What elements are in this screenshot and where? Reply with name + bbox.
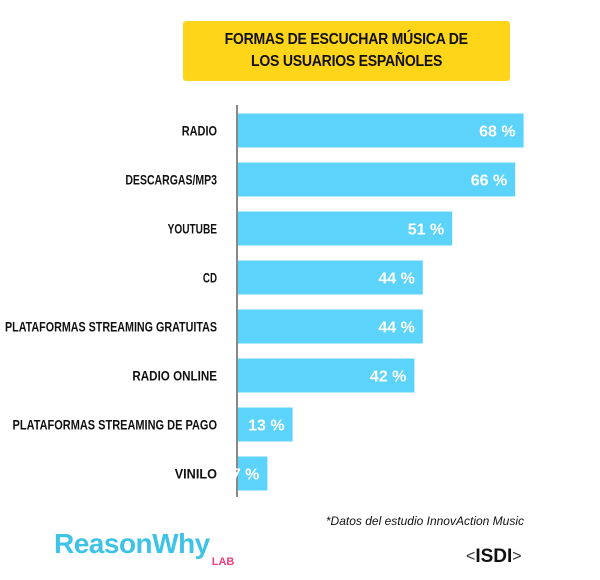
category-label-1: DESCARGAS/MP3 bbox=[125, 172, 217, 188]
isdi-right-bracket: > bbox=[512, 548, 522, 565]
value-label-6: 13 % bbox=[248, 418, 284, 435]
bar-3 bbox=[238, 260, 423, 295]
isdi-left-bracket: < bbox=[466, 548, 476, 565]
chart-title-line-2: LOS USUARIOS ESPAÑOLES bbox=[250, 53, 443, 70]
isdi-name: ISDI bbox=[475, 546, 513, 567]
category-label-4: PLATAFORMAS STREAMING GRATUITAS bbox=[5, 319, 217, 335]
bar-6 bbox=[238, 407, 293, 442]
reasonwhy-logo: ReasonWhy LAB bbox=[54, 528, 234, 568]
bar-5 bbox=[238, 358, 415, 393]
value-label-2: 51 % bbox=[408, 222, 444, 239]
value-label-0: 68 % bbox=[479, 124, 515, 141]
value-label-7: 7 % bbox=[232, 467, 260, 484]
chart-title-line-1: FORMAS DE ESCUCHAR MÚSICA DE bbox=[224, 31, 469, 48]
category-label-0: RADIO bbox=[182, 123, 217, 139]
bar-chart: RADIO 68 % DESCARGAS/MP3 66 % YOUTUBE 51 % CD 4… bbox=[5, 105, 524, 497]
bar-4 bbox=[238, 309, 423, 344]
bar-2 bbox=[238, 211, 453, 246]
category-label-5: RADIO ONLINE bbox=[132, 368, 217, 384]
category-label-2: YOUTUBE bbox=[168, 221, 217, 237]
bar-0 bbox=[238, 113, 524, 148]
isdi-logo: < ISDI > bbox=[466, 546, 522, 568]
bar-1 bbox=[238, 162, 516, 197]
bars-group: RADIO 68 % DESCARGAS/MP3 66 % YOUTUBE 51 % CD 4… bbox=[5, 113, 524, 491]
category-label-3: CD bbox=[203, 270, 217, 286]
footnote: *Datos del estudio InnovAction Music bbox=[325, 514, 524, 528]
brand-sub: LAB bbox=[211, 556, 235, 568]
value-label-3: 44 % bbox=[378, 271, 414, 288]
value-label-5: 42 % bbox=[370, 369, 406, 386]
bar-7 bbox=[238, 456, 268, 491]
value-label-4: 44 % bbox=[378, 320, 414, 337]
category-label-6: PLATAFORMAS STREAMING DE PAGO bbox=[13, 417, 218, 433]
value-label-1: 66 % bbox=[471, 173, 507, 190]
category-label-7: VINILO bbox=[175, 466, 217, 482]
brand-name: ReasonWhy bbox=[54, 528, 210, 559]
chart-title-box: FORMAS DE ESCUCHAR MÚSICA DE LOS USUARIO… bbox=[183, 21, 510, 81]
